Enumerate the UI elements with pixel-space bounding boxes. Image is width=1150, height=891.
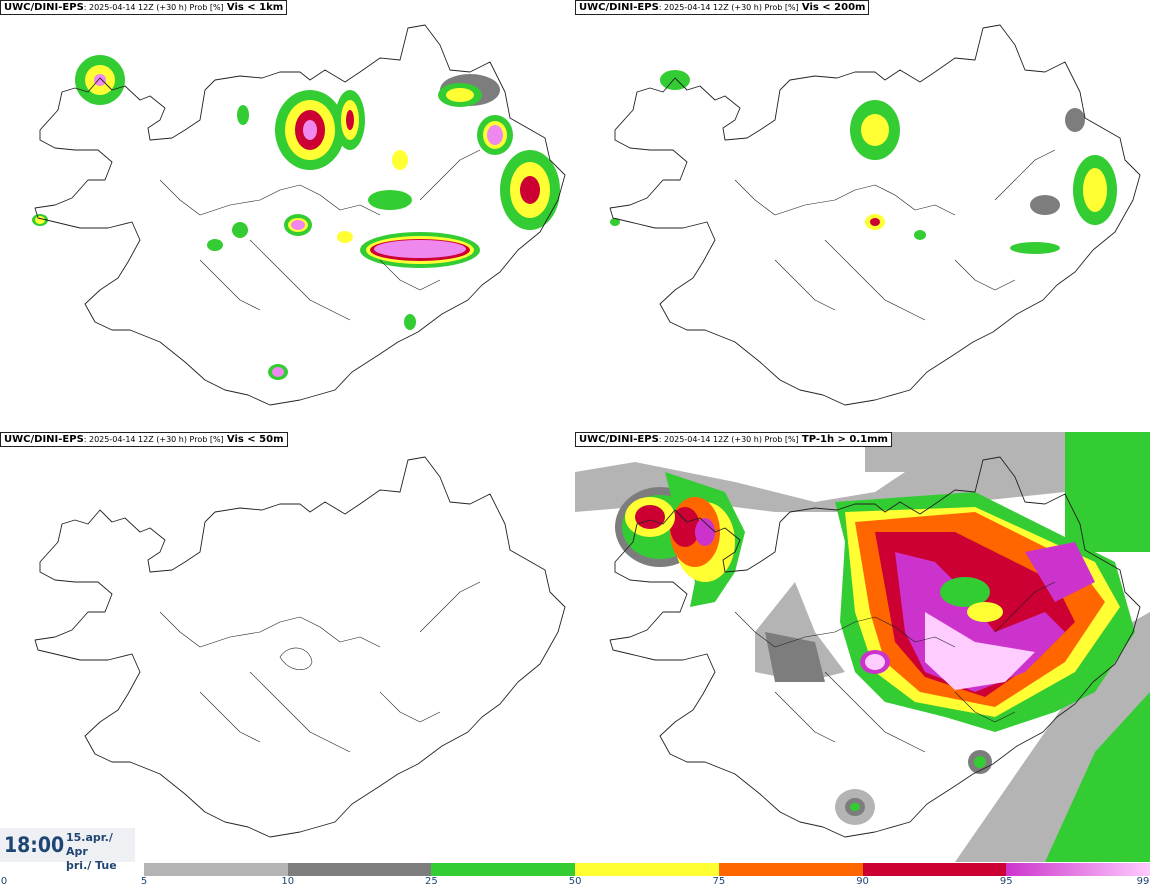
colorbar-tick-label: 90: [856, 876, 869, 887]
panel-title: UWC/DINI-EPS: 2025-04-14 12Z (+30 h) Pro…: [0, 432, 288, 447]
map-panel-vis-200m: UWC/DINI-EPS: 2025-04-14 12Z (+30 h) Pro…: [575, 0, 1150, 430]
colorbar-tick-label: 95: [999, 876, 1013, 887]
colorbar-tick-label: 99: [1136, 876, 1150, 887]
colorbar-tick-label: 25: [425, 876, 438, 887]
map-panel-vis-1km: UWC/DINI-EPS: 2025-04-14 12Z (+30 h) Pro…: [0, 0, 575, 430]
probability-field: [575, 432, 1150, 862]
panel-title: UWC/DINI-EPS: 2025-04-14 12Z (+30 h) Pro…: [575, 432, 892, 447]
colorbar-bin-25-50: [431, 863, 576, 876]
colorbar-bin-5-10: [144, 863, 288, 876]
probability-field: [32, 55, 560, 380]
valid-date-line-1: 15.apr./ Apr: [66, 831, 113, 858]
colorbar-bin-95-99: [1006, 863, 1150, 876]
panel-meta: : 2025-04-14 12Z (+30 h) Prob [%]: [658, 435, 799, 444]
map-panel-precip: UWC/DINI-EPS: 2025-04-14 12Z (+30 h) Pro…: [575, 432, 1150, 862]
panel-variable: TP-1h > 0.1mm: [801, 434, 888, 445]
valid-date: 15.apr./ Apr þri./ Tue: [66, 831, 135, 873]
valid-time-box: 18:00 15.apr./ Apr þri./ Tue: [0, 828, 135, 872]
panel-meta: : 2025-04-14 12Z (+30 h) Prob [%]: [83, 3, 224, 12]
colorbar-bin-50-75: [575, 863, 719, 876]
colorbar-bin-10-25: [287, 863, 432, 876]
panel-variable: Vis < 200m: [801, 2, 866, 13]
colorbar-bin-75-90: [718, 863, 863, 876]
colorbar-tick-label: 50: [568, 876, 582, 887]
colorbar-tick-label: 0: [0, 876, 8, 887]
panel-variable: Vis < 50m: [226, 434, 284, 445]
panel-meta: : 2025-04-14 12Z (+30 h) Prob [%]: [83, 435, 224, 444]
map-panel-vis-50m: UWC/DINI-EPS: 2025-04-14 12Z (+30 h) Pro…: [0, 432, 575, 862]
valid-date-line-2: þri./ Tue: [66, 859, 117, 872]
colorbar-tick-label: 5: [140, 876, 148, 887]
panel-source: UWC/DINI-EPS: [579, 2, 659, 13]
iceland-coastline: [609, 24, 1141, 406]
iceland-coastline: [34, 24, 566, 406]
vis-50m-map: [34, 456, 566, 838]
colorbar-ticks: 0 5 10 25 50 75 90 95 99: [0, 876, 1150, 891]
panel-title: UWC/DINI-EPS: 2025-04-14 12Z (+30 h) Pro…: [575, 0, 870, 15]
panel-source: UWC/DINI-EPS: [4, 2, 84, 13]
panel-title: UWC/DINI-EPS: 2025-04-14 12Z (+30 h) Pro…: [0, 0, 288, 15]
probability-colorbar: [144, 863, 1150, 876]
vis-1km-map: [32, 24, 566, 406]
panel-variable: Vis < 1km: [226, 2, 284, 13]
panel-source: UWC/DINI-EPS: [579, 434, 659, 445]
colorbar-tick-label: 75: [712, 876, 726, 887]
panel-source: UWC/DINI-EPS: [4, 434, 84, 445]
panel-meta: : 2025-04-14 12Z (+30 h) Prob [%]: [658, 3, 799, 12]
iceland-coastline: [34, 456, 566, 838]
colorbar-bin-90-95: [862, 863, 1007, 876]
precip-map: [575, 432, 1150, 862]
colorbar-tick-label: 10: [281, 876, 295, 887]
valid-time: 18:00: [4, 833, 65, 857]
iceland-coastline: [609, 456, 1141, 838]
vis-200m-map: [609, 24, 1141, 406]
probability-field: [610, 70, 1117, 254]
